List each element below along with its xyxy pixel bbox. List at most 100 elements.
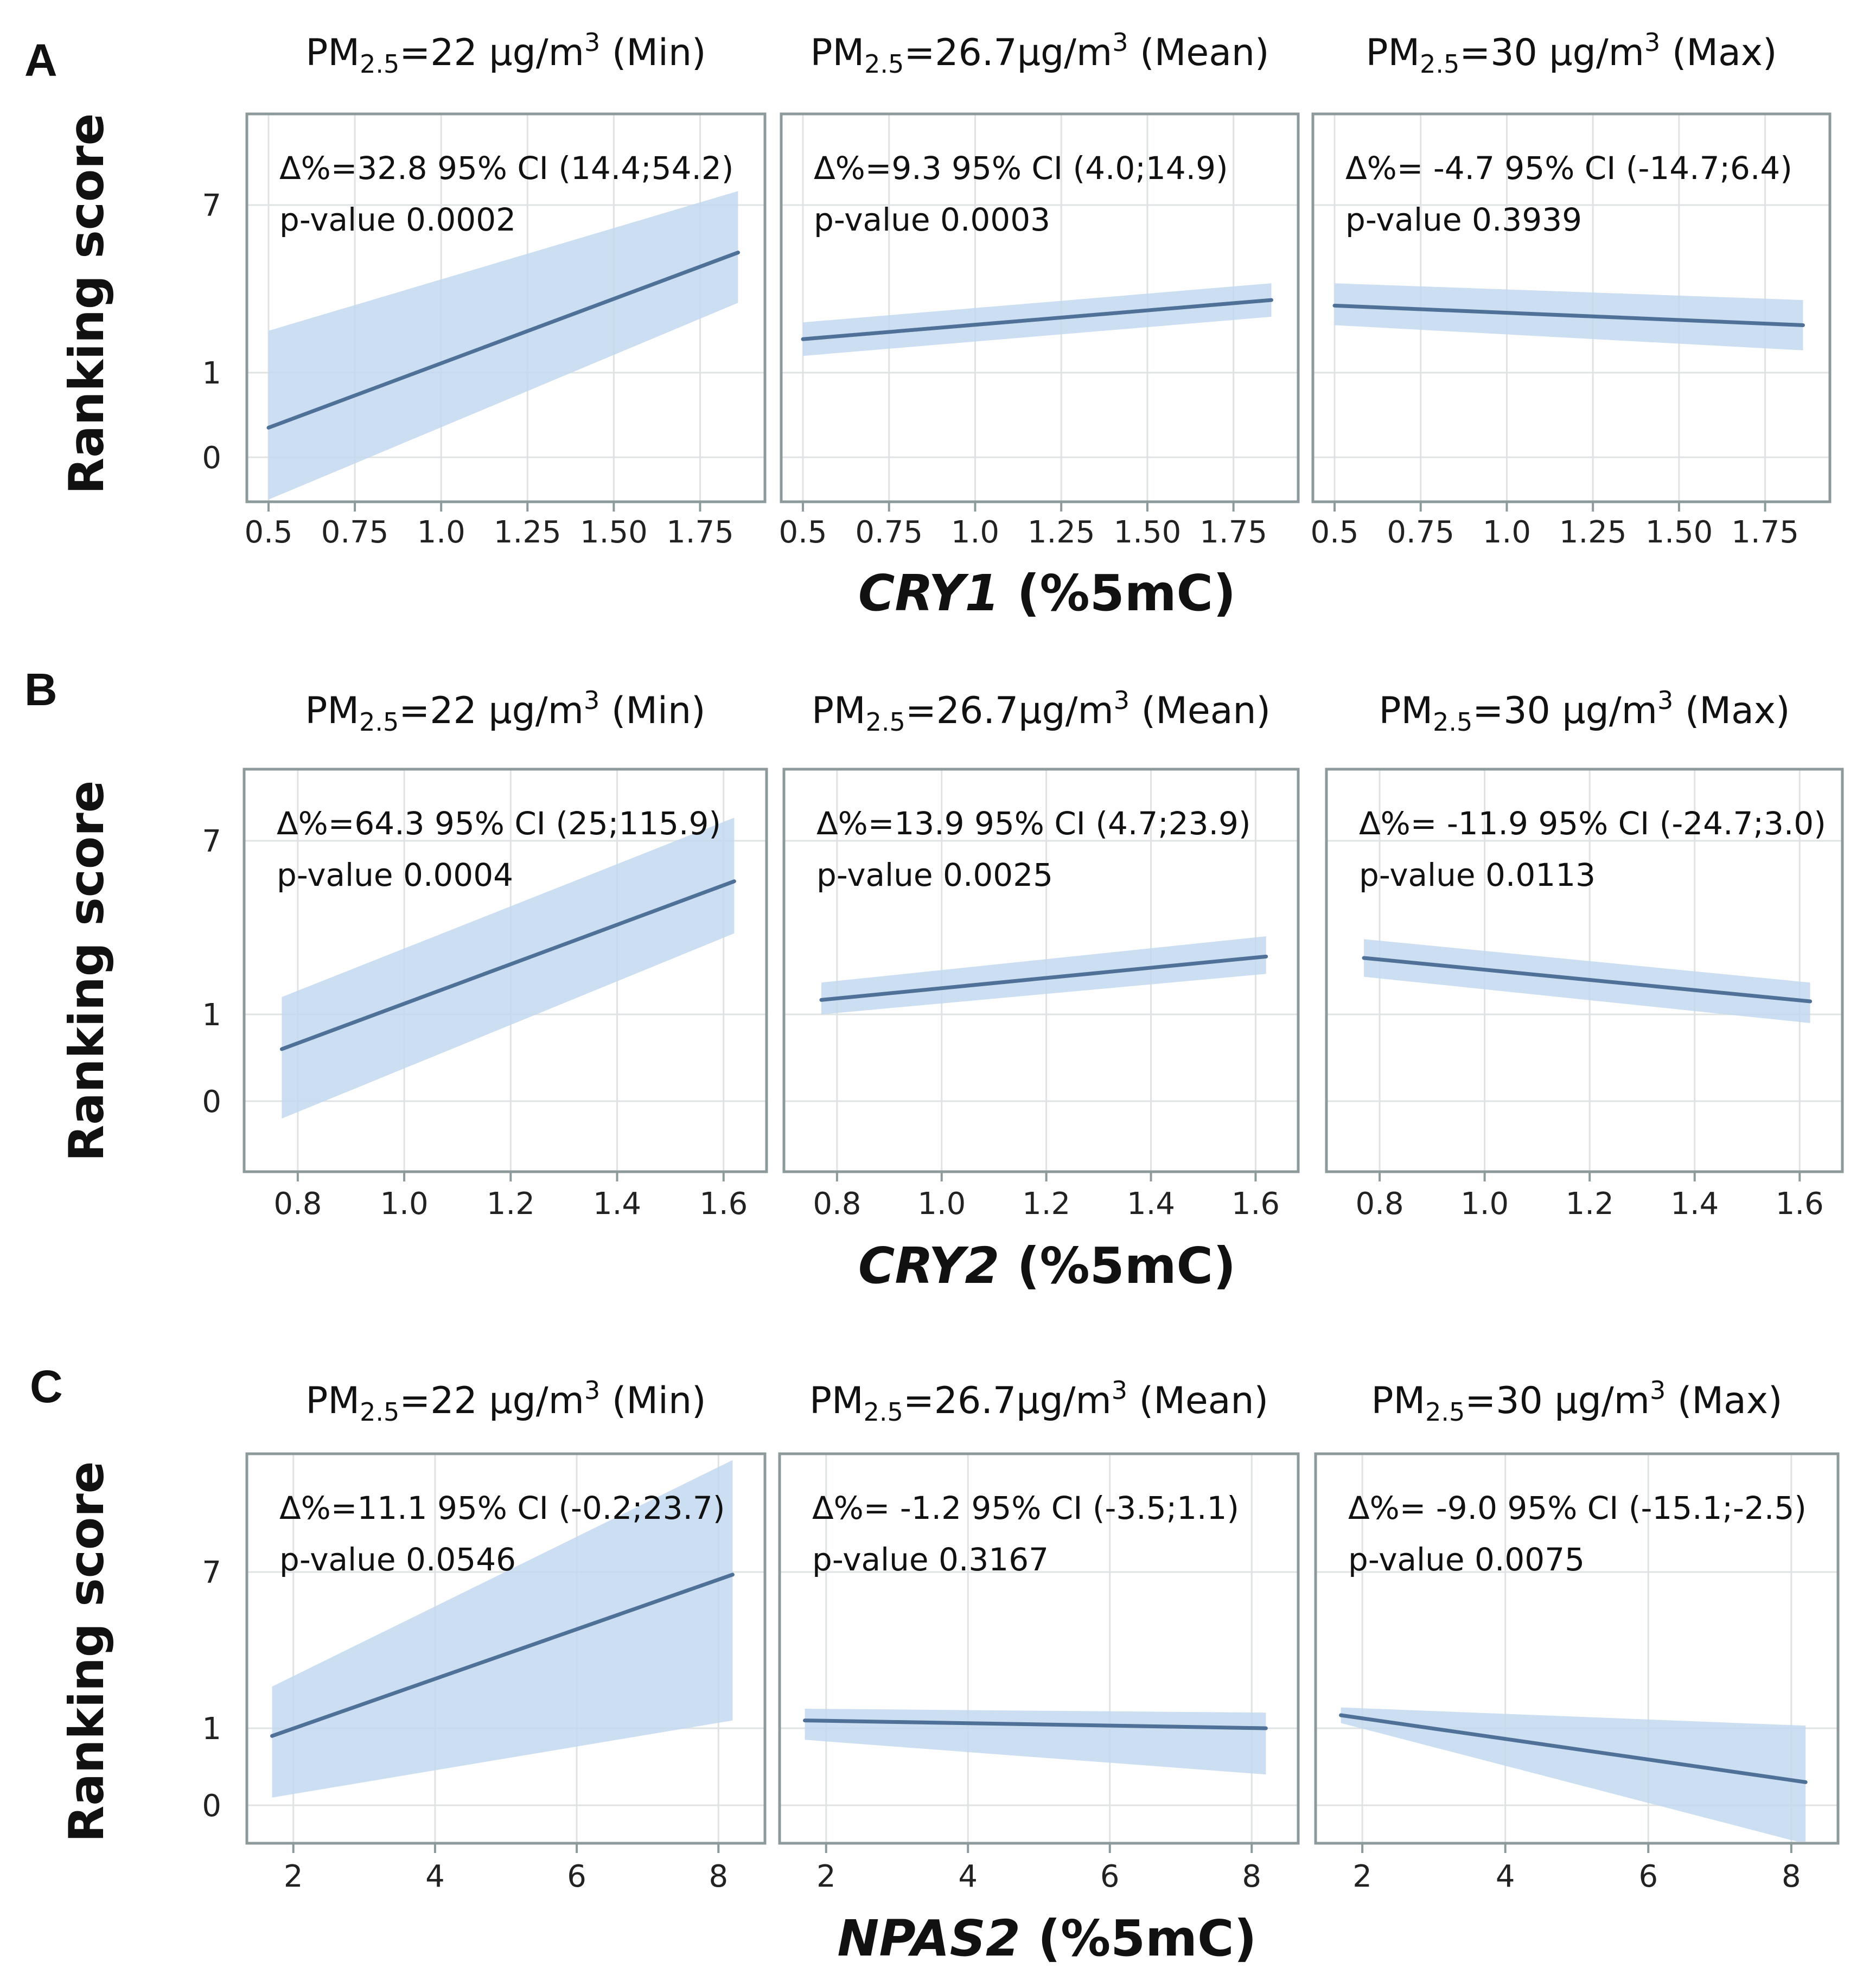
facet-title: PM2.5=22 μg/m3 (Min) xyxy=(305,686,705,737)
facet-3: 0.8 1.0 1.2 1.4 1.6 PM2.5=30 μg/m3 (Max) Δ%= -… xyxy=(1325,686,1844,1222)
x-tick-label: 4 xyxy=(425,1859,445,1894)
x-tick-label: 2 xyxy=(816,1859,836,1894)
y-tick-label: 0 xyxy=(202,1084,221,1120)
facet-frame xyxy=(778,1452,1300,1845)
y-tick-label: 0 xyxy=(202,1788,221,1824)
y-tick-label: 1 xyxy=(202,1711,221,1747)
y-tick-label: 0 xyxy=(202,440,221,476)
y-tick-label: 7 xyxy=(202,824,221,859)
facet-border xyxy=(1325,768,1844,1173)
confidence-band xyxy=(282,817,735,1119)
x-tick-label: 0.5 xyxy=(244,515,292,550)
x-tick-label: 0.8 xyxy=(273,1186,322,1222)
confidence-band xyxy=(821,936,1266,1014)
fit-line xyxy=(1339,1713,1808,1784)
fit-line xyxy=(803,1718,1268,1730)
x-tick-label: 6 xyxy=(1638,1859,1658,1894)
facet-border xyxy=(243,768,768,1173)
x-tick-label: 1.2 xyxy=(1022,1186,1070,1222)
x-tick-label: 1.4 xyxy=(1127,1186,1175,1222)
pvalue-annotation: p-value 0.0004 xyxy=(277,857,513,893)
x-tick-label: 0.5 xyxy=(779,515,827,550)
x-tick-label: 1.0 xyxy=(951,515,999,550)
x-tick-label: 0.75 xyxy=(321,515,389,550)
facet-title: PM2.5=26.7μg/m3 (Mean) xyxy=(810,28,1269,79)
x-tick-label: 4 xyxy=(958,1859,978,1894)
x-tick-label: 1.2 xyxy=(1566,1186,1614,1222)
x-tick-label: 1.4 xyxy=(1670,1186,1719,1222)
delta-annotation: Δ%= -1.2 95% CI (-3.5;1.1) xyxy=(812,1490,1239,1526)
facet-border xyxy=(245,1452,767,1845)
facet-3: 0.5 0.75 1.0 1.25 1.50 1.75 PM2.5=30 μg/m3 (Ma… xyxy=(1310,28,1832,550)
x-tick-label: 0.75 xyxy=(1387,515,1454,550)
x-tick-label: 1.75 xyxy=(666,515,734,550)
facet-title: PM2.5=22 μg/m3 (Min) xyxy=(305,28,706,79)
delta-annotation: Δ%=32.8 95% CI (14.4;54.2) xyxy=(279,150,733,187)
facet-2: 0.8 1.0 1.2 1.4 1.6 PM2.5=26.7μg/m3 (Mean) Δ%=… xyxy=(782,686,1300,1222)
fit-line xyxy=(279,879,736,1051)
y-axis-label: Ranking score xyxy=(59,781,114,1162)
x-tick-label: 2 xyxy=(284,1859,303,1894)
delta-annotation: Δ%= -4.7 95% CI (-14.7;6.4) xyxy=(1345,150,1792,187)
x-tick-label: 8 xyxy=(1242,1859,1261,1894)
x-tick-label: 1.2 xyxy=(487,1186,535,1222)
panel-letter: A xyxy=(24,35,58,86)
x-tick-label: 1.75 xyxy=(1199,515,1267,550)
facet-1: 0.8 1.0 1.2 1.4 1.6 PM2.5=22 μg/m3 (Min) Δ%=64… xyxy=(243,686,768,1222)
facet-1: 2 4 6 8 PM2.5=22 μg/m3 (Min) Δ%=11.1 95% CI (… xyxy=(245,1376,767,1894)
confidence-band xyxy=(1341,1707,1806,1842)
x-tick-label: 4 xyxy=(1496,1859,1515,1894)
pvalue-annotation: p-value 0.0003 xyxy=(814,201,1050,238)
x-tick-label: 1.75 xyxy=(1731,515,1799,550)
facet-title: PM2.5=30 μg/m3 (Max) xyxy=(1371,1376,1782,1427)
confidence-band xyxy=(272,1460,733,1798)
x-axis-label: NPAS2 (%5mC) xyxy=(837,1909,1256,1967)
x-tick-label: 0.8 xyxy=(813,1186,861,1222)
fit-line xyxy=(819,954,1268,1002)
delta-annotation: Δ%=13.9 95% CI (4.7;23.9) xyxy=(816,805,1251,842)
facet-border xyxy=(1314,1452,1840,1845)
facet-title: PM2.5=30 μg/m3 (Max) xyxy=(1379,686,1790,737)
x-tick-label: 1.0 xyxy=(917,1186,966,1222)
x-tick-label: 1.6 xyxy=(1231,1186,1280,1222)
fit-line xyxy=(1362,956,1813,1004)
pvalue-annotation: p-value 0.0546 xyxy=(279,1541,516,1578)
panel-letter: C xyxy=(30,1361,63,1412)
x-tick-label: 8 xyxy=(1782,1859,1801,1894)
facet-border xyxy=(780,112,1300,503)
delta-annotation: Δ%=64.3 95% CI (25;115.9) xyxy=(277,805,721,842)
x-tick-label: 1.6 xyxy=(699,1186,748,1222)
panel-letter: B xyxy=(24,664,58,715)
x-tick-label: 1.0 xyxy=(417,515,465,550)
x-tick-label: 1.0 xyxy=(1460,1186,1509,1222)
facet-border xyxy=(778,1452,1300,1845)
facet-3: 2 4 6 8 PM2.5=30 μg/m3 (Max) Δ%= -9.0 95% CI … xyxy=(1314,1376,1840,1894)
delta-annotation: Δ%= -9.0 95% CI (-15.1;-2.5) xyxy=(1348,1490,1807,1526)
pvalue-annotation: p-value 0.0002 xyxy=(279,201,516,238)
x-tick-label: 1.6 xyxy=(1776,1186,1824,1222)
fit-line xyxy=(801,298,1273,341)
x-axis-label: CRY1 (%5mC) xyxy=(858,564,1236,622)
x-tick-label: 1.25 xyxy=(1559,515,1627,550)
facet-title: PM2.5=26.7μg/m3 (Mean) xyxy=(812,686,1271,737)
facet-title: PM2.5=30 μg/m3 (Max) xyxy=(1365,28,1777,79)
pvalue-annotation: p-value 0.0025 xyxy=(816,857,1053,893)
pvalue-annotation: p-value 0.0113 xyxy=(1359,857,1596,893)
delta-annotation: Δ%= -11.9 95% CI (-24.7;3.0) xyxy=(1359,805,1826,842)
facet-border xyxy=(782,768,1300,1173)
facet-border xyxy=(1311,112,1832,503)
facet-border xyxy=(245,112,767,503)
x-tick-label: 1.4 xyxy=(593,1186,641,1222)
y-tick-label: 1 xyxy=(202,998,221,1033)
x-tick-label: 1.25 xyxy=(494,515,561,550)
x-tick-label: 8 xyxy=(709,1859,728,1894)
x-tick-label: 0.5 xyxy=(1310,515,1358,550)
x-tick-label: 1.50 xyxy=(1645,515,1713,550)
facet-title: PM2.5=26.7μg/m3 (Mean) xyxy=(809,1376,1268,1427)
y-tick-label: 7 xyxy=(202,188,221,223)
delta-annotation: Δ%=9.3 95% CI (4.0;14.9) xyxy=(814,150,1228,187)
y-axis-label: Ranking score xyxy=(59,113,114,495)
confidence-band xyxy=(269,191,738,500)
